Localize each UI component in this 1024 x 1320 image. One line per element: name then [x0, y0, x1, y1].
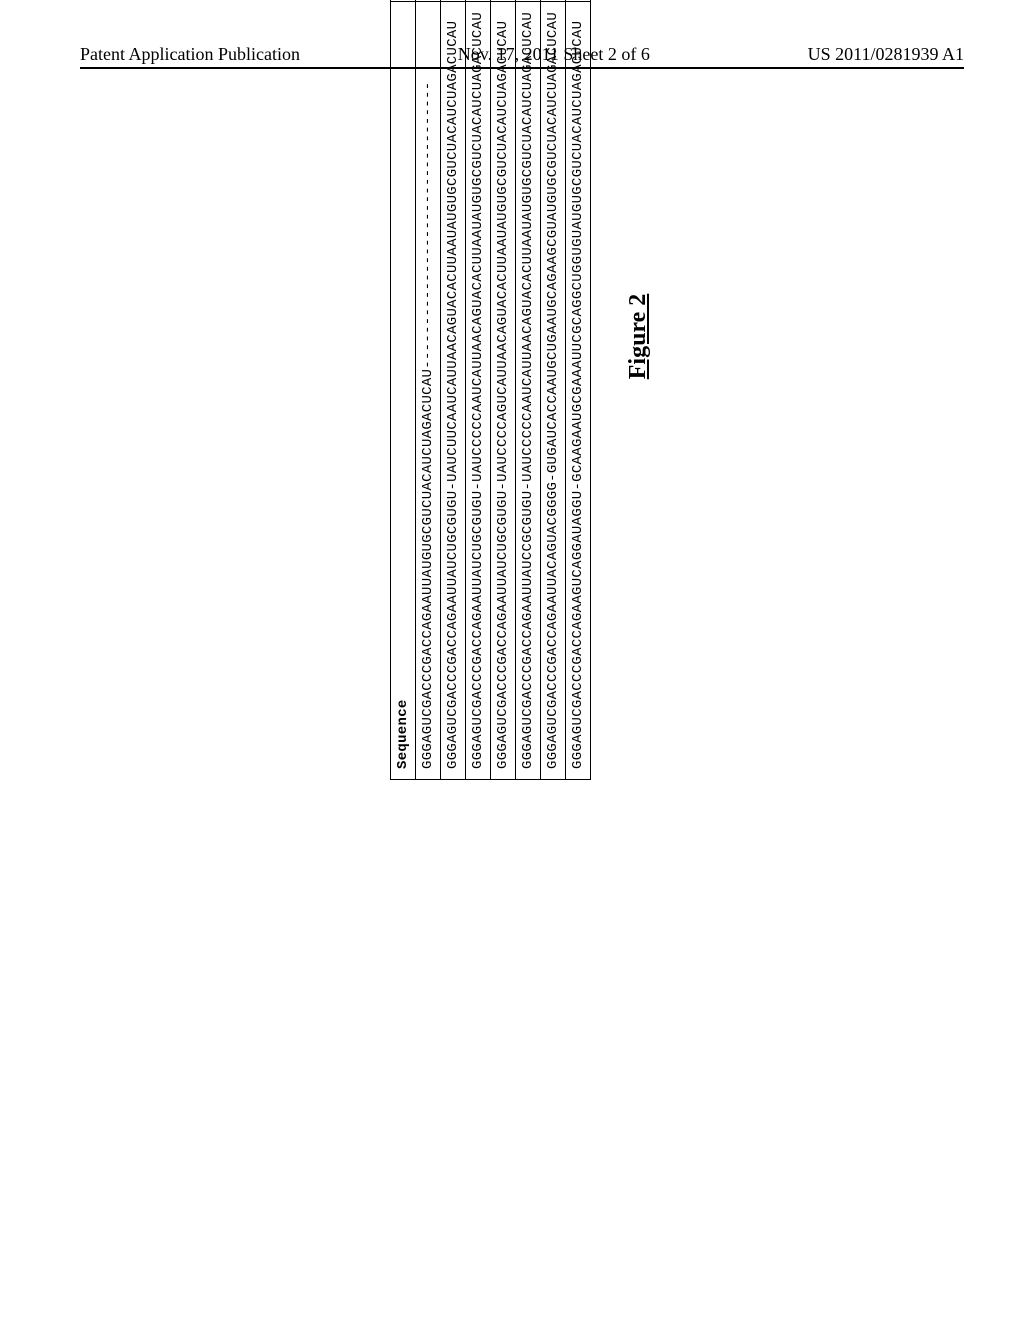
table-row: GGGAGUCGACCCGACCAGAAUUAUGUGCGUCUACAUCUAG… [416, 0, 441, 780]
seq-id-cell: 6 [566, 0, 591, 1]
seq-id-cell: 1 [416, 0, 441, 1]
sequence-cell: GGGAGUCGACCCGACCAGAAUUAUCUGCGUGU-UAUCUUC… [441, 1, 466, 779]
figure-caption-text: Figure 2 [625, 294, 651, 380]
sequence-cell: GGGAGUCGACCCGACCAGAAUUAUCUGCGUGU-UAUCCCC… [466, 1, 491, 779]
seq-id-cell: 7 [491, 0, 516, 1]
table-row: GGGAGUCGACCCGACCAGAAUUAUCUGCGUGU-UAUCCCC… [466, 0, 491, 780]
table-row: GGGAGUCGACCCGACCAGAAGUCAGGAUAGGU-GCAAGAA… [566, 0, 591, 780]
col-seq-id: SEQ ID NO. [391, 0, 416, 1]
table-row: GGGAGUCGACCCGACCAGAAUUAUCUGCGUGU-UAUCCCC… [491, 0, 516, 780]
seq-id-cell: 3 [466, 0, 491, 1]
sequence-cell: GGGAGUCGACCCGACCAGAAUUAUGUGCGUCUACAUCUAG… [416, 1, 441, 779]
page: Patent Application Publication Nov. 17, … [0, 0, 1024, 1320]
seq-id-cell: 2 [441, 0, 466, 1]
sequence-cell: GGGAGUCGACCCGACCAGAAUUACAGUACGGGG-GUGAUC… [541, 1, 566, 779]
sequence-cell: GGGAGUCGACCCGACCAGAAUUAUCUGCGUGU-UAUCCCC… [491, 1, 516, 779]
sequence-cell: GGGAGUCGACCCGACCAGAAGUCAGGAUAGGU-GCAAGAA… [566, 1, 591, 779]
seq-id-cell: 5 [516, 0, 541, 1]
col-sequence: Sequence [391, 1, 416, 779]
figure-caption: Figure 2 [625, 0, 652, 780]
table-row: GGGAGUCGACCCGACCAGAAUUACAGUACGGGG-GUGAUC… [541, 0, 566, 780]
header-right: US 2011/0281939 A1 [808, 44, 964, 65]
header-left: Patent Application Publication [80, 44, 300, 65]
rotated-figure-block: Sequence SEQ ID NO. GGGAGUCGACCCGACCAGAA… [390, 0, 652, 780]
table-row: GGGAGUCGACCCGACCAGAAUUAUCUGCGUGU-UAUCUUC… [441, 0, 466, 780]
seq-id-cell: 4 [541, 0, 566, 1]
sequence-table: Sequence SEQ ID NO. GGGAGUCGACCCGACCAGAA… [390, 0, 591, 780]
sequence-cell: GGGAGUCGACCCGACCAGAAUUAUCCGCGUGU-UAUCCCC… [516, 1, 541, 779]
table-row: GGGAGUCGACCCGACCAGAAUUAUCCGCGUGU-UAUCCCC… [516, 0, 541, 780]
table-header-row: Sequence SEQ ID NO. [391, 0, 416, 780]
